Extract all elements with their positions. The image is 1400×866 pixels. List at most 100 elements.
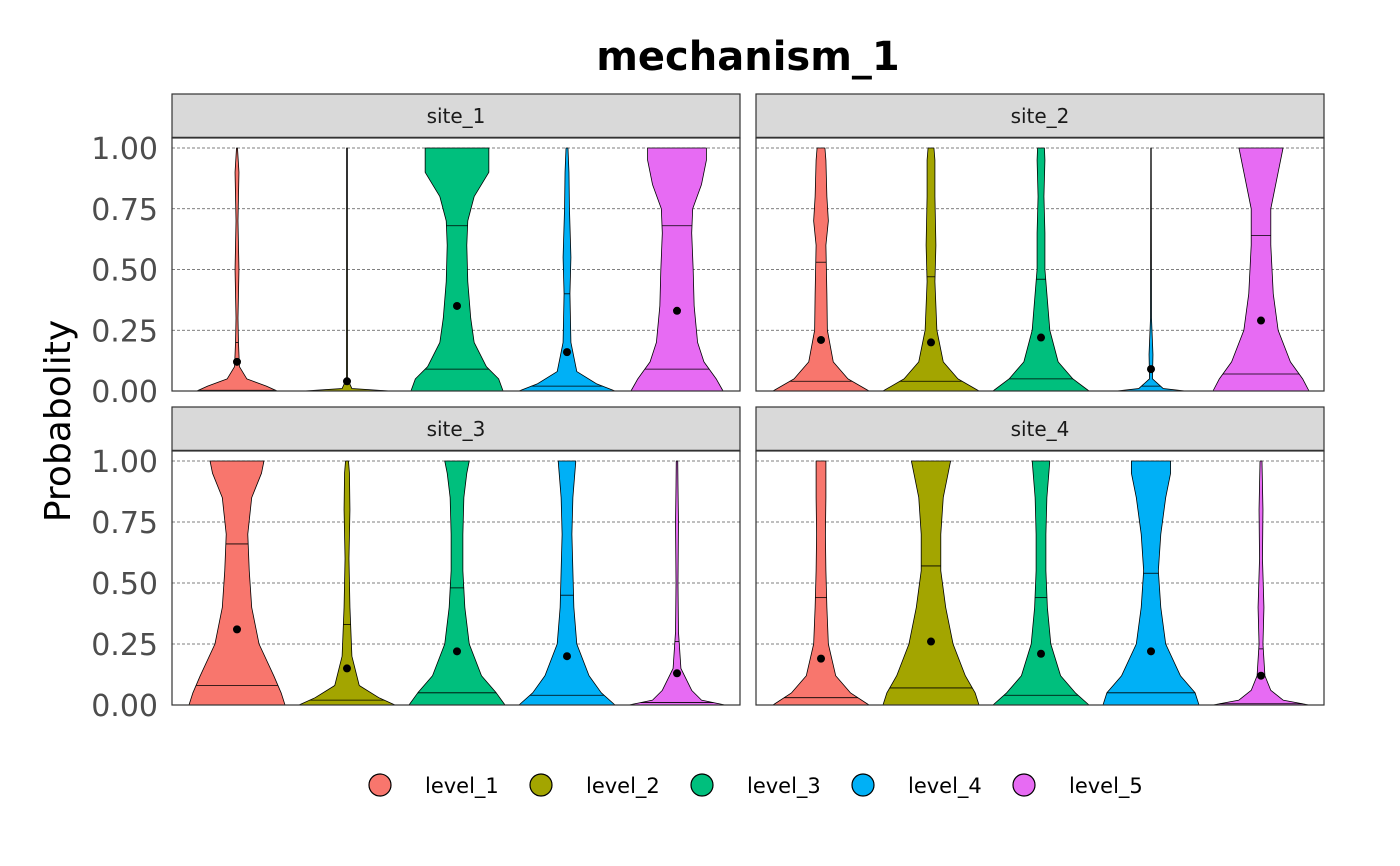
violin-shape	[518, 460, 616, 706]
violin-shape	[188, 460, 286, 706]
legend-label: level_5	[1069, 774, 1143, 799]
legend-item-level_2: level_2	[529, 773, 660, 799]
violin-level_5	[1212, 147, 1310, 392]
mean-point	[817, 335, 825, 344]
facet-strip	[171, 406, 741, 452]
violin-shape	[630, 147, 724, 392]
y-tick-label: 0.00	[91, 689, 158, 724]
violin-level_1	[772, 460, 870, 706]
mean-point	[817, 654, 825, 663]
violin-shape	[518, 147, 616, 392]
violin-level_5	[630, 147, 724, 392]
violin-level_3	[992, 147, 1090, 392]
mean-point	[1147, 365, 1155, 374]
legend-swatch	[368, 773, 392, 797]
violin-shape	[410, 147, 504, 392]
mean-point	[343, 377, 351, 386]
facet-panel-site_3: site_3 0.00 0.25 0.50 0.75 1.00	[91, 406, 741, 724]
panel-border	[171, 137, 741, 392]
legend-item-level_5: level_5	[1012, 773, 1143, 799]
mean-point	[453, 647, 461, 656]
violin-level_2	[298, 460, 396, 706]
violin-shape	[298, 460, 396, 706]
y-tick-label: 0.75	[91, 193, 158, 228]
violin-level_2	[882, 147, 980, 392]
facet-panel-site_1: site_1 0.00 0.25 0.50 0.75 1.00	[91, 93, 741, 410]
mean-point	[1037, 649, 1045, 658]
violin-shape	[1102, 460, 1200, 706]
violin-level_3	[410, 147, 504, 392]
mean-point	[1037, 333, 1045, 342]
y-tick-label: 1.00	[91, 445, 158, 480]
facet-strip-label: site_2	[1011, 104, 1070, 128]
legend-label: level_3	[747, 774, 821, 799]
violin-level_4	[518, 460, 616, 706]
facet-strip-label: site_1	[427, 104, 486, 128]
violin-level_1	[188, 460, 286, 706]
chart-title: mechanism_1	[596, 34, 900, 80]
y-tick-label: 0.00	[91, 375, 158, 410]
y-tick-label: 0.25	[91, 628, 158, 663]
mean-point	[1147, 647, 1155, 656]
facet-strip-label: site_4	[1011, 417, 1070, 441]
violin-shape	[772, 147, 870, 392]
mean-point	[1257, 316, 1265, 325]
violin-shape	[772, 460, 870, 706]
legend-label: level_1	[425, 774, 499, 799]
mean-point	[343, 664, 351, 673]
mean-point	[1257, 671, 1265, 680]
mean-point	[673, 669, 681, 678]
y-tick-label: 0.50	[91, 567, 158, 602]
violin-level_3	[992, 460, 1090, 706]
mean-point	[927, 637, 935, 646]
violin-shape	[1212, 147, 1310, 392]
violin-level_4	[518, 147, 616, 392]
violin-level_1	[196, 147, 278, 392]
y-tick-label: 1.00	[91, 132, 158, 167]
violin-level_3	[408, 460, 506, 706]
violin-shape	[992, 147, 1090, 392]
mean-point	[927, 338, 935, 347]
mean-point	[453, 301, 461, 310]
mean-point	[233, 625, 241, 634]
y-tick-label: 0.50	[91, 254, 158, 289]
violin-level_2	[882, 460, 980, 706]
panel-border	[755, 137, 1325, 392]
violin-level_4	[1102, 460, 1200, 706]
mean-point	[673, 306, 681, 315]
y-tick-label: 0.25	[91, 314, 158, 349]
y-axis-label: Probabolity	[38, 320, 79, 522]
facet-panels: site_1 0.00 0.25 0.50 0.75 1.00 site_2 site_3 0.…	[91, 93, 1325, 724]
panel-border	[171, 450, 741, 706]
legend-swatch	[851, 773, 875, 797]
facet-strip	[171, 93, 741, 139]
violin-shape	[408, 460, 506, 706]
violin-shape	[882, 460, 980, 706]
facet-strip	[755, 406, 1325, 452]
facet-panel-site_4: site_4	[755, 406, 1325, 706]
legend-swatch	[529, 773, 553, 797]
legend: level_1 level_2 level_3 level_4 level_5	[368, 773, 1143, 799]
violin-shape	[1116, 147, 1186, 392]
violin-shape	[882, 147, 980, 392]
legend-item-level_3: level_3	[690, 773, 821, 799]
mean-point	[563, 652, 571, 661]
legend-label: level_4	[908, 774, 982, 799]
violin-shape	[992, 460, 1090, 706]
legend-label: level_2	[586, 774, 660, 799]
legend-item-level_1: level_1	[368, 773, 499, 799]
panel-border	[755, 450, 1325, 706]
violin-level_5	[1212, 460, 1310, 706]
facet-strip-label: site_3	[427, 417, 486, 441]
violin-level_5	[628, 460, 726, 706]
legend-swatch	[690, 773, 714, 797]
mean-point	[233, 357, 241, 366]
violin-level_1	[772, 147, 870, 392]
mean-point	[563, 348, 571, 357]
legend-swatch	[1012, 773, 1036, 797]
y-tick-label: 0.75	[91, 506, 158, 541]
violin-shape	[628, 460, 726, 706]
facet-panel-site_2: site_2	[755, 93, 1325, 392]
violin-shape	[303, 147, 391, 392]
